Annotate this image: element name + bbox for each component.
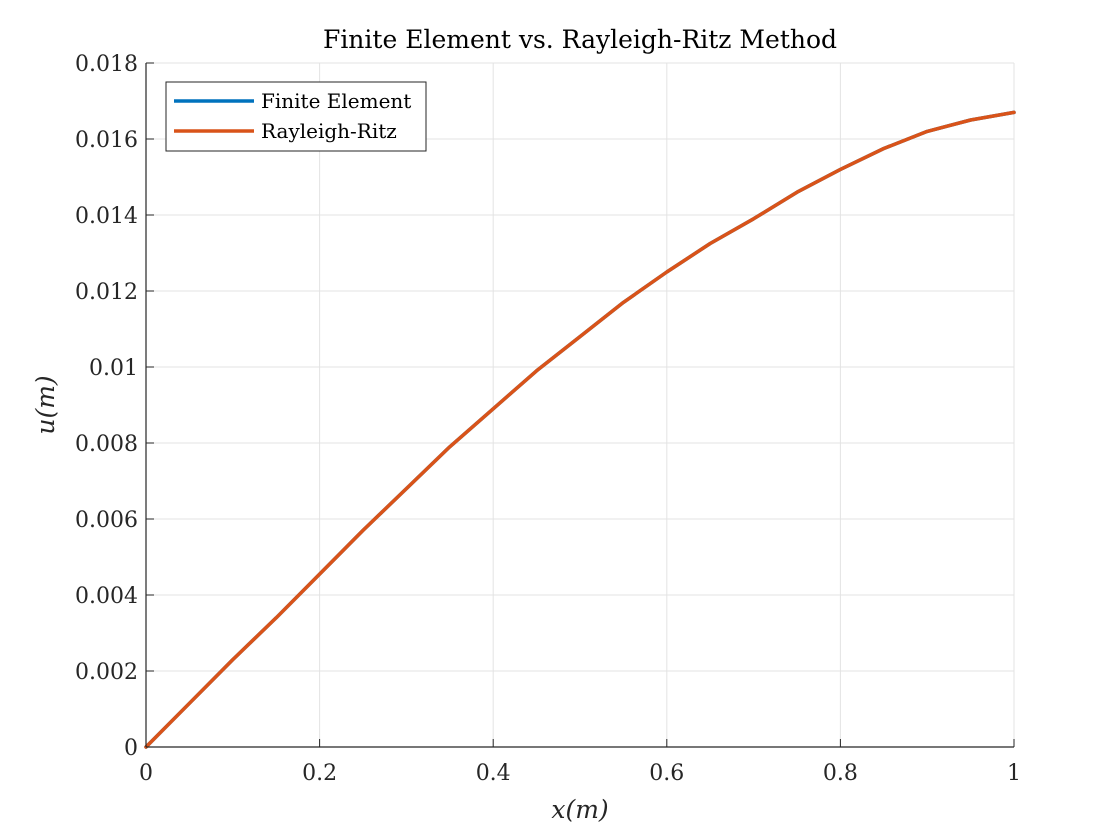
chart-title: Finite Element vs. Rayleigh-Ritz Method xyxy=(323,25,837,54)
x-axis-label: x(m) xyxy=(551,795,608,824)
y-tick-label: 0.01 xyxy=(89,356,138,381)
series-line-rayleigh-ritz xyxy=(144,110,1016,749)
x-tick-label: 0.4 xyxy=(476,761,511,786)
x-tick-label: 0.6 xyxy=(649,761,684,786)
y-axis-label: u(m) xyxy=(31,375,60,434)
ticks: 0 0.2 0.4 0.6 0.8 1 0 0.002 0.004 0.006 0.008 0.01 0… xyxy=(75,52,1021,786)
y-tick-label: 0.012 xyxy=(75,280,138,305)
y-tick-label: 0.004 xyxy=(75,584,138,609)
legend-box xyxy=(165,81,427,152)
axes xyxy=(145,63,1014,748)
y-tick-label: 0.008 xyxy=(75,432,138,457)
legend: Finite Element Rayleigh-Ritz xyxy=(165,81,427,152)
plot-area xyxy=(146,63,1014,747)
legend-label-rayleigh-ritz: Rayleigh-Ritz xyxy=(261,119,397,143)
y-tick-label: 0.016 xyxy=(75,128,138,153)
y-tick-label: 0.006 xyxy=(75,508,138,533)
y-tick-label: 0 xyxy=(124,736,138,761)
x-tick-label: 0 xyxy=(139,761,153,786)
series-layer xyxy=(144,110,1016,749)
x-tick-label: 1 xyxy=(1007,761,1021,786)
y-tick-label: 0.002 xyxy=(75,660,138,685)
grid xyxy=(145,62,1015,748)
x-tick-label: 0.2 xyxy=(302,761,337,786)
y-tick-label: 0.014 xyxy=(75,204,138,229)
legend-label-finite-element: Finite Element xyxy=(261,89,411,113)
y-tick-label: 0.018 xyxy=(75,52,138,77)
x-tick-label: 0.8 xyxy=(823,761,858,786)
